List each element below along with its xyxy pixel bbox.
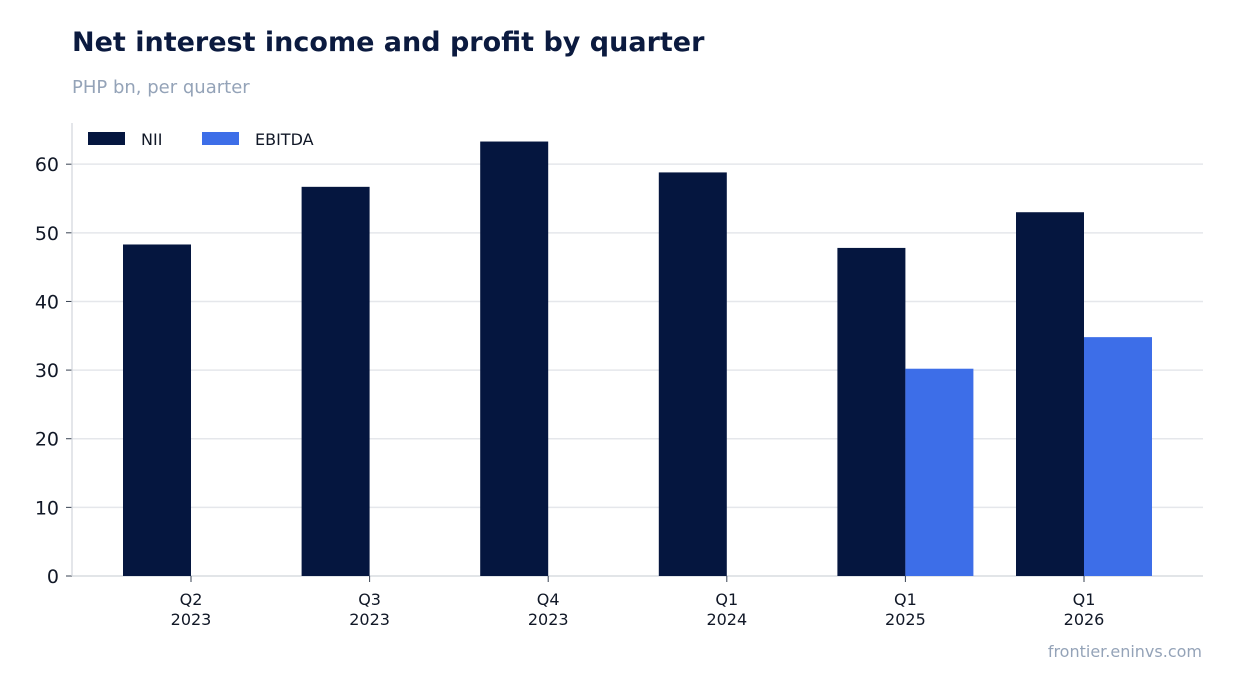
y-tick-label: 40: [35, 291, 59, 313]
bar-ebitda-5: [1084, 337, 1152, 576]
legend-label-nii: NII: [141, 130, 162, 149]
x-tick-label-year: 2025: [885, 610, 926, 629]
y-tick-label: 30: [35, 360, 59, 382]
chart-subtitle: PHP bn, per quarter: [72, 77, 250, 98]
chart-title: Net interest income and profit by quarte…: [72, 27, 705, 58]
x-tick-label-year: 2023: [528, 610, 569, 629]
source-note: frontier.eninvs.com: [1047, 642, 1202, 661]
y-tick-label: 20: [35, 429, 59, 451]
x-tick-label-quarter: Q3: [358, 590, 381, 609]
legend-label-ebitda: EBITDA: [255, 130, 314, 149]
bars: [123, 141, 1152, 577]
bar-nii-2: [480, 141, 549, 577]
bar-nii-5: [1016, 212, 1084, 576]
legend-swatch-ebitda: [202, 132, 239, 145]
axis-labels: 0102030405060Q22023Q32023Q42023Q12024Q12…: [35, 154, 1105, 629]
x-tick-label-quarter: Q1: [894, 590, 917, 609]
y-tick-label: 10: [35, 497, 59, 519]
bar-ebitda-4: [905, 368, 974, 576]
bar-nii-4: [837, 247, 906, 576]
x-tick-label-year: 2026: [1064, 610, 1105, 629]
bar-nii-1: [301, 186, 370, 576]
gridlines: [72, 163, 1203, 509]
y-tick-label: 50: [35, 223, 59, 245]
x-tick-label-quarter: Q2: [180, 590, 203, 609]
y-tick-label: 60: [35, 154, 59, 176]
x-tick-label-quarter: Q1: [1073, 590, 1096, 609]
bar-nii-0: [123, 244, 191, 576]
x-tick-label-quarter: Q1: [715, 590, 738, 609]
legend: NII EBITDA: [88, 130, 314, 149]
legend-swatch-nii: [88, 132, 125, 145]
x-tick-label-year: 2023: [171, 610, 212, 629]
axes: [66, 123, 1203, 582]
x-tick-label-year: 2024: [706, 610, 747, 629]
x-tick-label-year: 2023: [349, 610, 390, 629]
x-tick-label-quarter: Q4: [537, 590, 560, 609]
bar-nii-3: [658, 172, 727, 576]
y-tick-label: 0: [47, 566, 59, 588]
